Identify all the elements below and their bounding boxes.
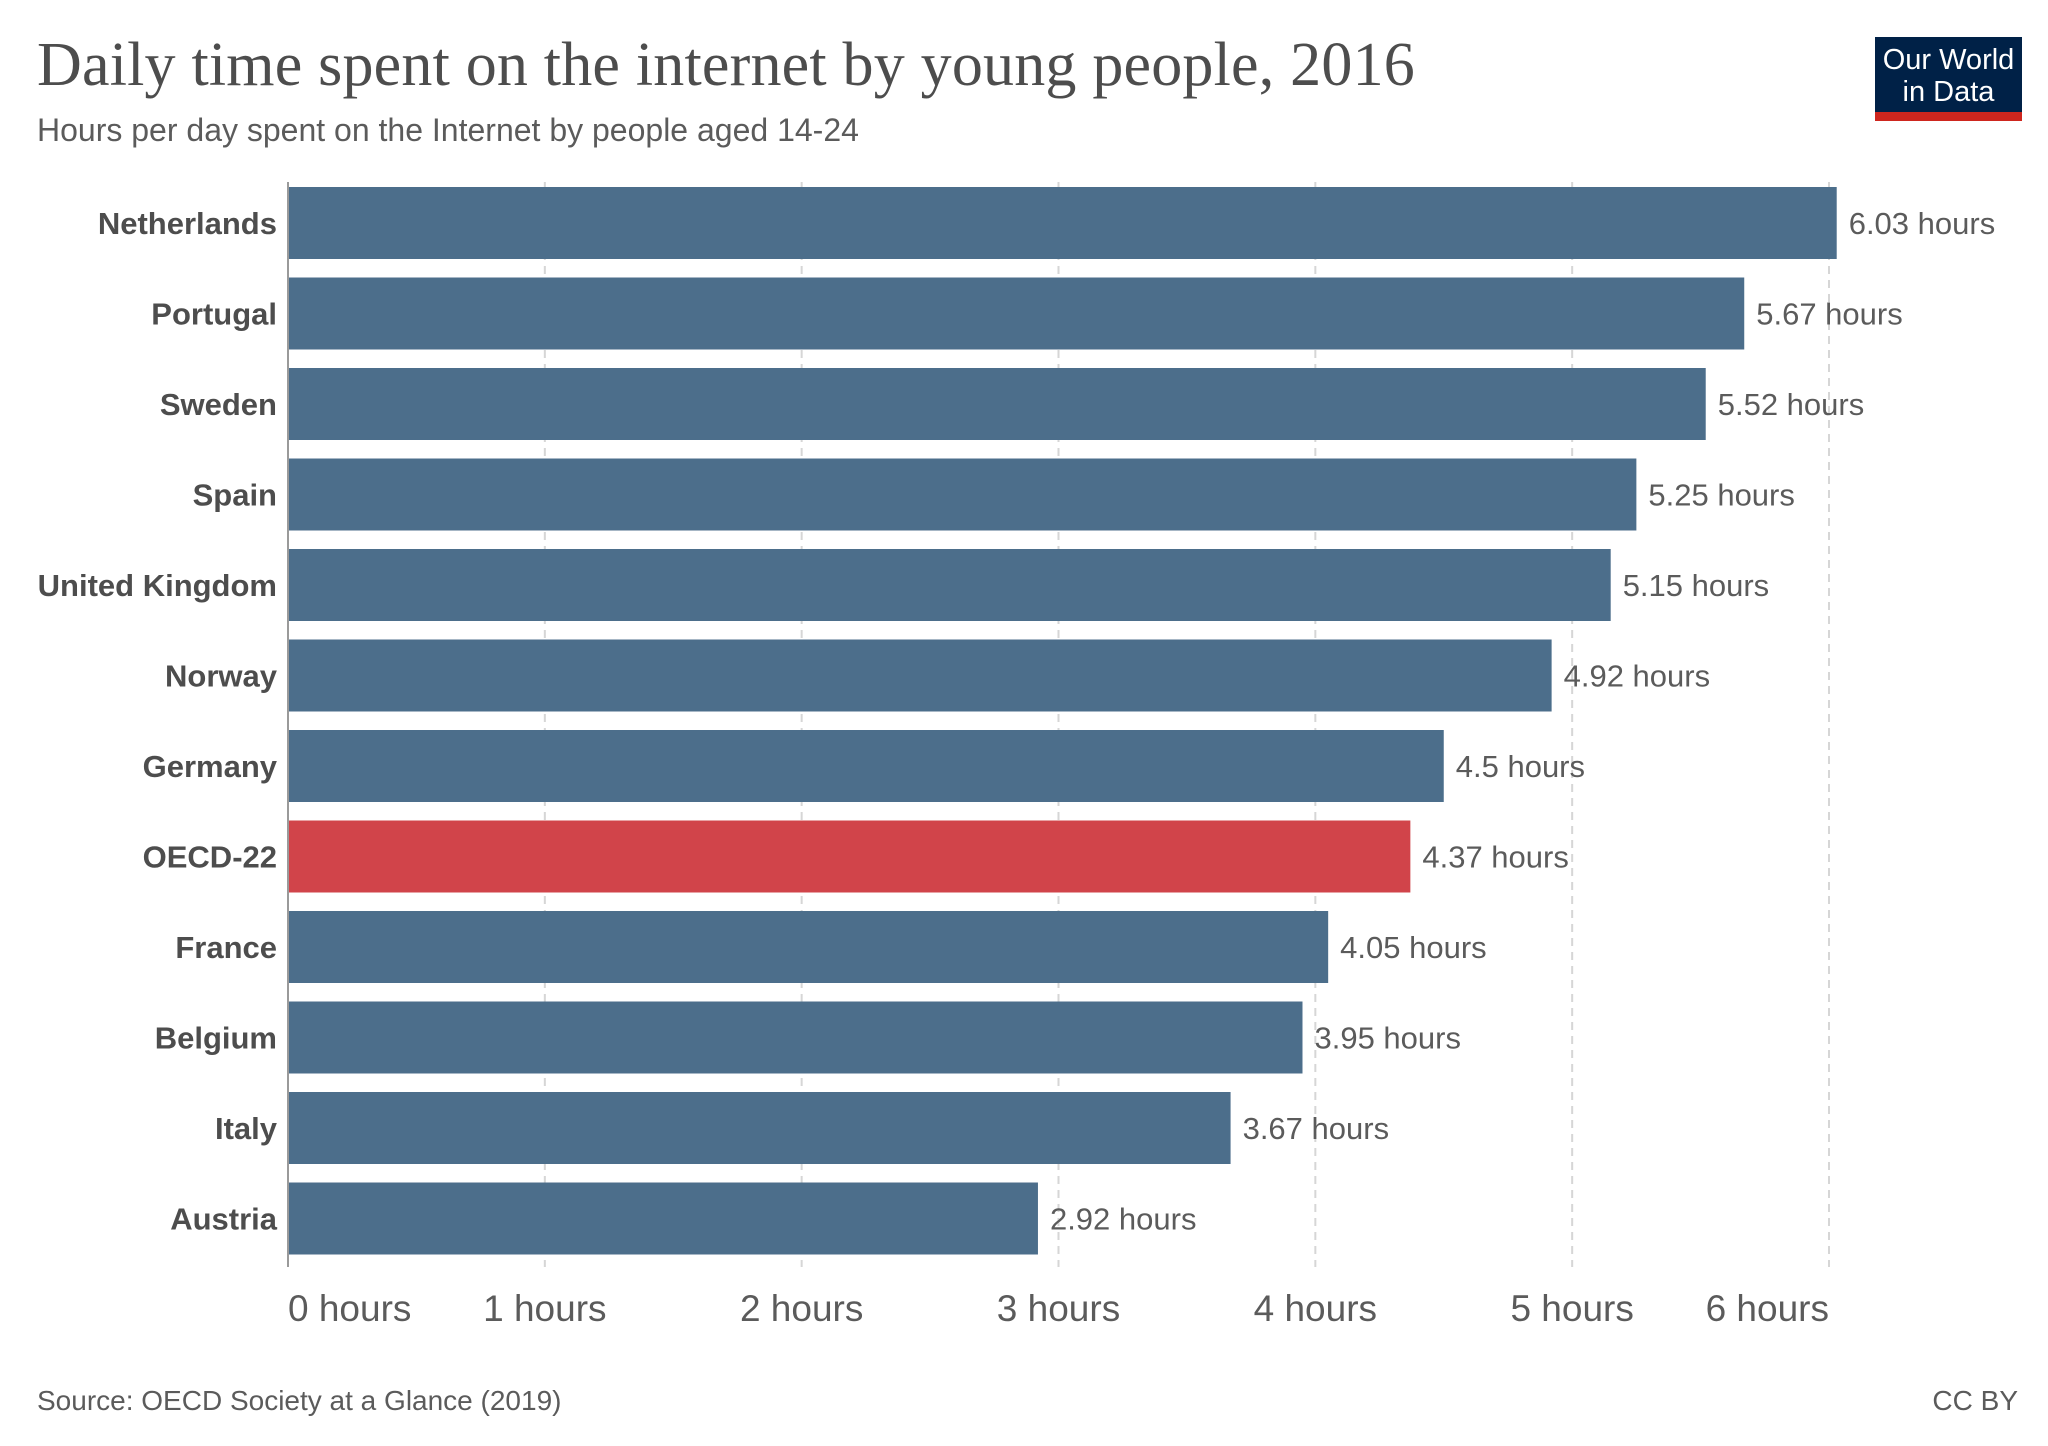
value-label: 2.92 hours xyxy=(1050,1202,1197,1237)
value-label: 6.03 hours xyxy=(1849,206,1996,241)
value-label: 5.25 hours xyxy=(1648,478,1795,513)
bar-sweden[interactable] xyxy=(288,368,1706,440)
value-label: 3.67 hours xyxy=(1243,1111,1390,1146)
x-axis: 0 hours 1 hours 2 hours 3 hours 4 hours 5 hou… xyxy=(287,182,1829,1329)
bar-germany[interactable] xyxy=(288,730,1444,802)
category-label: Portugal xyxy=(151,297,277,332)
value-label: 4.5 hours xyxy=(1456,749,1585,784)
bar-united-kingdom[interactable] xyxy=(288,549,1611,621)
chart-title: Daily time spent on the internet by youn… xyxy=(37,31,1415,99)
bar-oecd-22[interactable] xyxy=(288,820,1411,893)
logo-line-2: in Data xyxy=(1902,76,1995,108)
category-label: Spain xyxy=(193,478,277,513)
x-tick-label: 0 hours xyxy=(288,1288,411,1329)
chart-subtitle: Hours per day spent on the Internet by p… xyxy=(37,112,859,148)
bar-france[interactable] xyxy=(288,911,1329,983)
x-tick-label: 2 hours xyxy=(740,1288,863,1329)
category-label: United Kingdom xyxy=(38,568,277,603)
bar-chart: Netherlands 6.03 hours Portugal 5.67 hours S… xyxy=(38,182,1996,1329)
x-tick-label: 1 hours xyxy=(483,1288,606,1329)
value-label: 4.05 hours xyxy=(1340,930,1487,965)
value-label: 5.15 hours xyxy=(1623,568,1770,603)
license-link[interactable]: CC BY xyxy=(1932,1385,2018,1416)
category-label: Norway xyxy=(165,659,278,694)
category-label: Germany xyxy=(143,749,278,784)
logo-line-1: Our World xyxy=(1882,44,2015,76)
owid-logo[interactable]: Our World in Data xyxy=(1875,37,2022,121)
value-label: 5.52 hours xyxy=(1718,387,1865,422)
bar-netherlands[interactable] xyxy=(288,187,1837,259)
bar-austria[interactable] xyxy=(288,1182,1038,1255)
category-label: Italy xyxy=(215,1111,278,1146)
x-tick-label: 4 hours xyxy=(1254,1288,1377,1329)
bar-norway[interactable] xyxy=(288,639,1552,712)
logo-accent-bar xyxy=(1875,112,2022,121)
bar-portugal[interactable] xyxy=(288,277,1745,350)
x-tick-label: 3 hours xyxy=(997,1288,1120,1329)
source-note: Source: OECD Society at a Glance (2019) xyxy=(37,1385,562,1416)
bars xyxy=(288,187,1837,1255)
category-label: Sweden xyxy=(160,387,277,422)
bar-italy[interactable] xyxy=(288,1092,1231,1164)
x-tick-label: 6 hours xyxy=(1706,1288,1829,1329)
value-label: 5.67 hours xyxy=(1756,297,1903,332)
value-label: 3.95 hours xyxy=(1314,1021,1461,1056)
category-label: Belgium xyxy=(155,1021,277,1056)
bar-belgium[interactable] xyxy=(288,1001,1303,1074)
category-label: France xyxy=(175,930,277,965)
category-label: Austria xyxy=(170,1202,278,1237)
value-label: 4.92 hours xyxy=(1564,659,1711,694)
x-tick-label: 5 hours xyxy=(1510,1288,1633,1329)
bar-spain[interactable] xyxy=(288,458,1637,531)
category-label: OECD-22 xyxy=(143,840,277,875)
category-label: Netherlands xyxy=(98,206,277,241)
value-label: 4.37 hours xyxy=(1422,840,1569,875)
labels: Netherlands 6.03 hours Portugal 5.67 hours S… xyxy=(38,206,1996,1237)
